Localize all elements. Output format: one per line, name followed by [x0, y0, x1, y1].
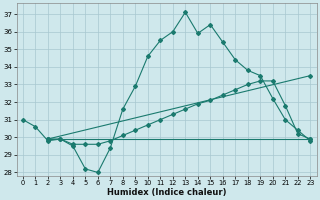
X-axis label: Humidex (Indice chaleur): Humidex (Indice chaleur) [107, 188, 226, 197]
